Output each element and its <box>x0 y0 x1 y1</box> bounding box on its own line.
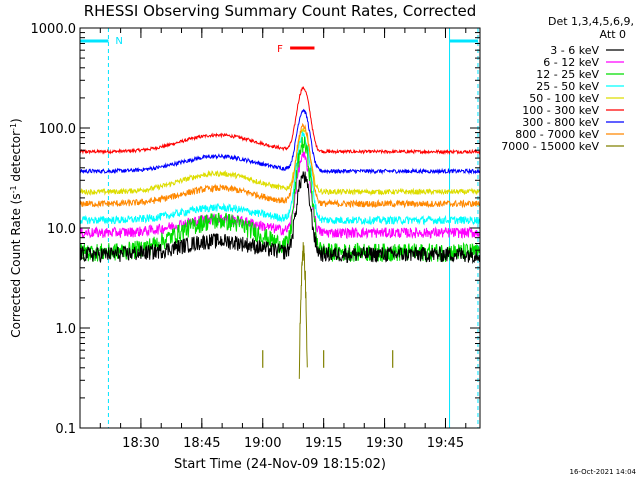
y-tick-label: 1.0 <box>55 322 76 337</box>
attenuator-state: Att 0 <box>600 28 626 41</box>
legend-label: 50 - 100 keV <box>529 92 599 105</box>
flare-label: F <box>277 44 283 55</box>
x-axis-label: Start Time (24-Nov-09 18:15:02) <box>174 457 386 472</box>
night-label: N <box>115 36 122 47</box>
y-axis-label-sup: -1 <box>9 123 18 131</box>
detector-header: Det 1,3,4,5,6,9, <box>548 15 634 28</box>
y-tick-label: 0.1 <box>55 422 76 437</box>
x-tick-label: 19:15 <box>305 436 342 451</box>
series-line <box>79 86 481 156</box>
legend-label: 25 - 50 keV <box>536 80 599 93</box>
chart-title: RHESSI Observing Summary Count Rates, Co… <box>84 2 477 20</box>
y-axis-label-sup: -1 <box>9 185 18 193</box>
generation-timestamp: 16-Oct-2021 14:04 <box>570 468 637 476</box>
series-line <box>79 127 481 197</box>
series-line <box>79 108 481 175</box>
x-tick-label: 19:00 <box>244 436 281 451</box>
x-tick-label: 18:45 <box>183 436 220 451</box>
legend-label: 7000 - 15000 keV <box>501 140 599 153</box>
y-axis-label-part: detector <box>9 131 23 186</box>
x-tick-label: 19:45 <box>427 436 464 451</box>
legend-label: 800 - 7000 keV <box>515 128 599 141</box>
y-axis-label: Corrected Count Rate (s-1 detector-1) <box>9 118 24 337</box>
series-line <box>79 150 481 240</box>
y-tick-label: 10.0 <box>47 222 76 237</box>
axes: 0.1 1.0 10.0 100.0 1000.0 18:30 18:45 19:00 19:1… <box>31 22 481 451</box>
series-line <box>298 242 308 379</box>
x-tick-label: 18:30 <box>122 436 159 451</box>
series-line <box>79 122 481 209</box>
legend-label: 3 - 6 keV <box>550 44 599 57</box>
y-axis-label-part: Corrected Count Rate (s <box>9 193 23 337</box>
y-tick-label: 100.0 <box>39 122 76 137</box>
legend-label: 12 - 25 keV <box>536 68 599 81</box>
y-tick-label: 1000.0 <box>31 22 77 37</box>
y-axis-label-part: ) <box>9 118 23 123</box>
legend-label: 6 - 12 keV <box>543 56 599 69</box>
legend-label: 100 - 300 keV <box>522 104 599 117</box>
series-line <box>79 131 481 226</box>
x-tick-label: 19:30 <box>366 436 403 451</box>
series-line <box>79 171 481 265</box>
plot-area: NF <box>79 28 481 428</box>
legend-label: 300 - 800 keV <box>522 116 599 129</box>
